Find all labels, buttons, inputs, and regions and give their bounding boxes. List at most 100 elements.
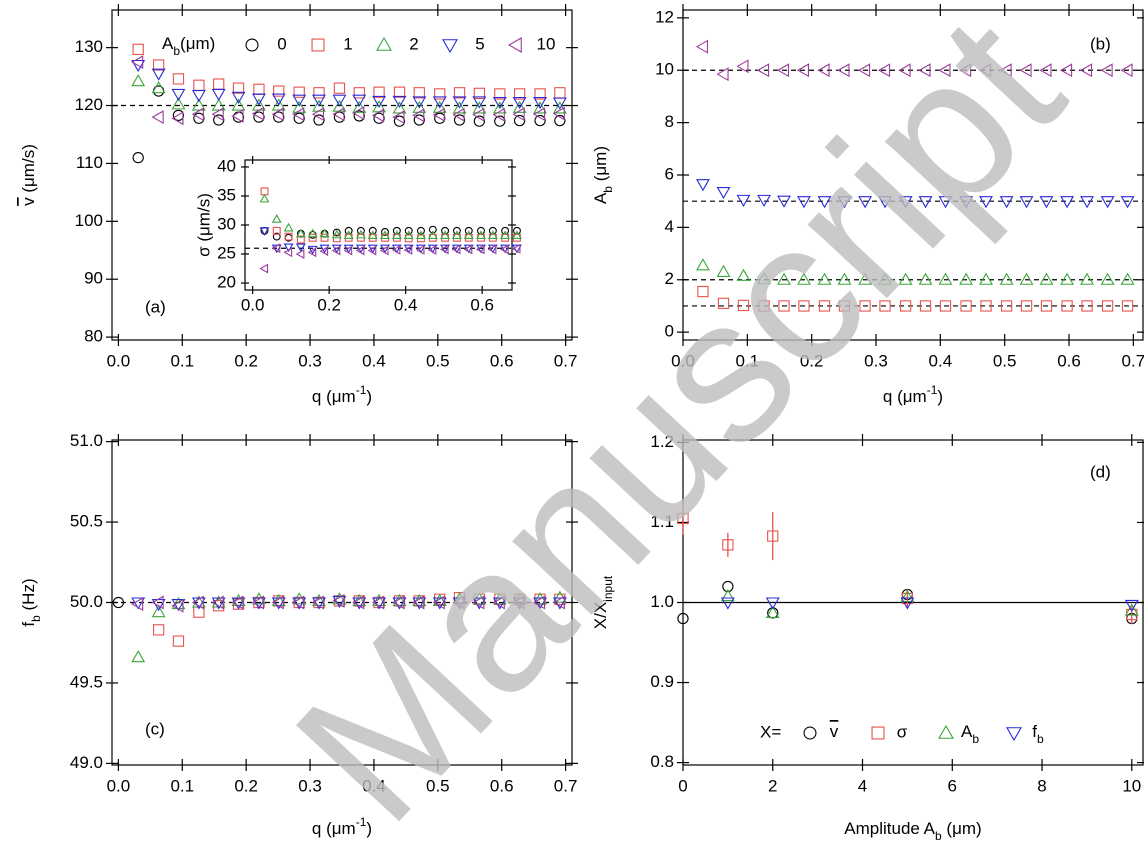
marker-triangle-left [877,63,891,78]
marker-triangle-up [211,595,226,608]
marker-triangle-up [777,272,791,285]
marker-triangle-down [312,94,326,107]
legend-title: X= [760,722,781,741]
marker-triangle-left [371,595,385,610]
marker-triangle-down [367,244,378,254]
marker-triangle-up [367,230,378,239]
marker-triangle-left [463,244,473,255]
marker-circle [513,114,526,127]
marker-triangle-left [978,63,992,78]
marker-triangle-down [716,186,731,200]
marker-triangle-down [1039,196,1054,209]
marker-triangle-up [472,101,487,114]
marker-circle [473,115,486,127]
marker-triangle-up [1080,272,1094,285]
marker-triangle-left [500,244,509,255]
marker-triangle-left [271,107,284,122]
marker-triangle-down [837,196,852,209]
marker-circle [722,580,734,593]
marker-triangle-left [452,595,465,610]
marker-triangle-left [311,595,325,610]
marker-triangle-left [412,595,425,610]
marker-triangle-left [331,245,341,256]
x-axis-label: q (μm-1) [312,815,372,838]
marker-square [353,87,365,99]
marker-square [980,300,992,312]
legend-label-part: A [961,722,973,741]
marker-triangle-down [472,597,487,610]
marker-triangle-down [472,96,487,109]
marker-circle [293,112,305,124]
y-axis-label-part: input [601,575,615,602]
x-tick-label: 0.4 [929,351,953,370]
marker-triangle-down [858,196,873,209]
marker-square [1040,300,1053,312]
y-axis-label: fb (Hz) [19,578,43,626]
x-tick-label: 0.4 [394,295,418,314]
marker-triangle-left [211,107,224,122]
marker-triangle-up [765,605,780,618]
marker-triangle-up [487,230,498,239]
marker-triangle-left [756,63,770,78]
marker-triangle-left [332,593,345,608]
marker-triangle-up [319,228,330,238]
marker-triangle-up [295,228,306,238]
marker-triangle-down [372,95,387,109]
marker-triangle-down [797,196,811,209]
y-axis-label-part: f [19,622,38,627]
y-tick-label: 50.0 [70,592,103,611]
marker-triangle-left [552,595,565,610]
marker-triangle-up [259,193,270,203]
marker-triangle-down [251,93,266,106]
marker-square [1101,300,1114,312]
x-tick-label: 0.5 [426,776,450,795]
marker-square [879,300,891,312]
marker-triangle-up [380,230,390,239]
y-axis-label-part: v [19,197,38,206]
marker-square [871,726,885,740]
marker-triangle-left [857,63,871,78]
legend-label-part: b [1037,732,1044,746]
marker-triangle-up [898,272,913,285]
marker-triangle-up [858,272,873,285]
y-tick-label: 1.2 [650,432,674,451]
y-tick-label: 12 [655,7,674,26]
x-tick-label: 0.7 [554,351,578,370]
marker-triangle-up [427,230,438,239]
marker-triangle-left [151,110,164,125]
marker-circle [803,726,817,740]
legend-label: σ [897,722,908,741]
marker-triangle-left [492,107,505,122]
marker-circle [272,232,281,241]
marker-square [313,87,325,99]
marker-triangle-down [191,597,206,610]
marker-triangle-up [500,230,511,239]
marker-triangle-down [1100,196,1115,209]
marker-triangle-up [1060,272,1075,285]
marker-triangle-left [319,246,329,257]
marker-triangle-left [251,106,264,121]
marker-triangle-down [191,90,206,103]
x-tick-label: 10 [1122,776,1141,795]
x-tick-label: 0.5 [993,351,1017,370]
marker-triangle-down [442,39,458,54]
marker-triangle-down [979,196,993,209]
x-tick-label: 0.2 [800,351,824,370]
y-axis-label: Ab (μm) [591,146,615,204]
marker-triangle-left [507,37,522,53]
marker-triangle-up [1019,272,1034,285]
marker-triangle-up [191,98,206,111]
marker-square [818,300,831,312]
marker-triangle-down [938,196,953,209]
marker-triangle-left [512,107,525,122]
y-tick-label: 20 [217,273,236,292]
legend-title: Ab(μm) [162,34,215,58]
marker-triangle-up [1120,272,1135,285]
marker-square [838,300,851,312]
x-axis-label-part: ) [366,387,372,406]
x-axis-label-part: ) [366,819,372,838]
x-axis-label-part: b [935,829,942,843]
marker-circle [333,111,346,123]
marker-triangle-left [231,595,244,610]
x-tick-label: 0.5 [426,351,450,370]
